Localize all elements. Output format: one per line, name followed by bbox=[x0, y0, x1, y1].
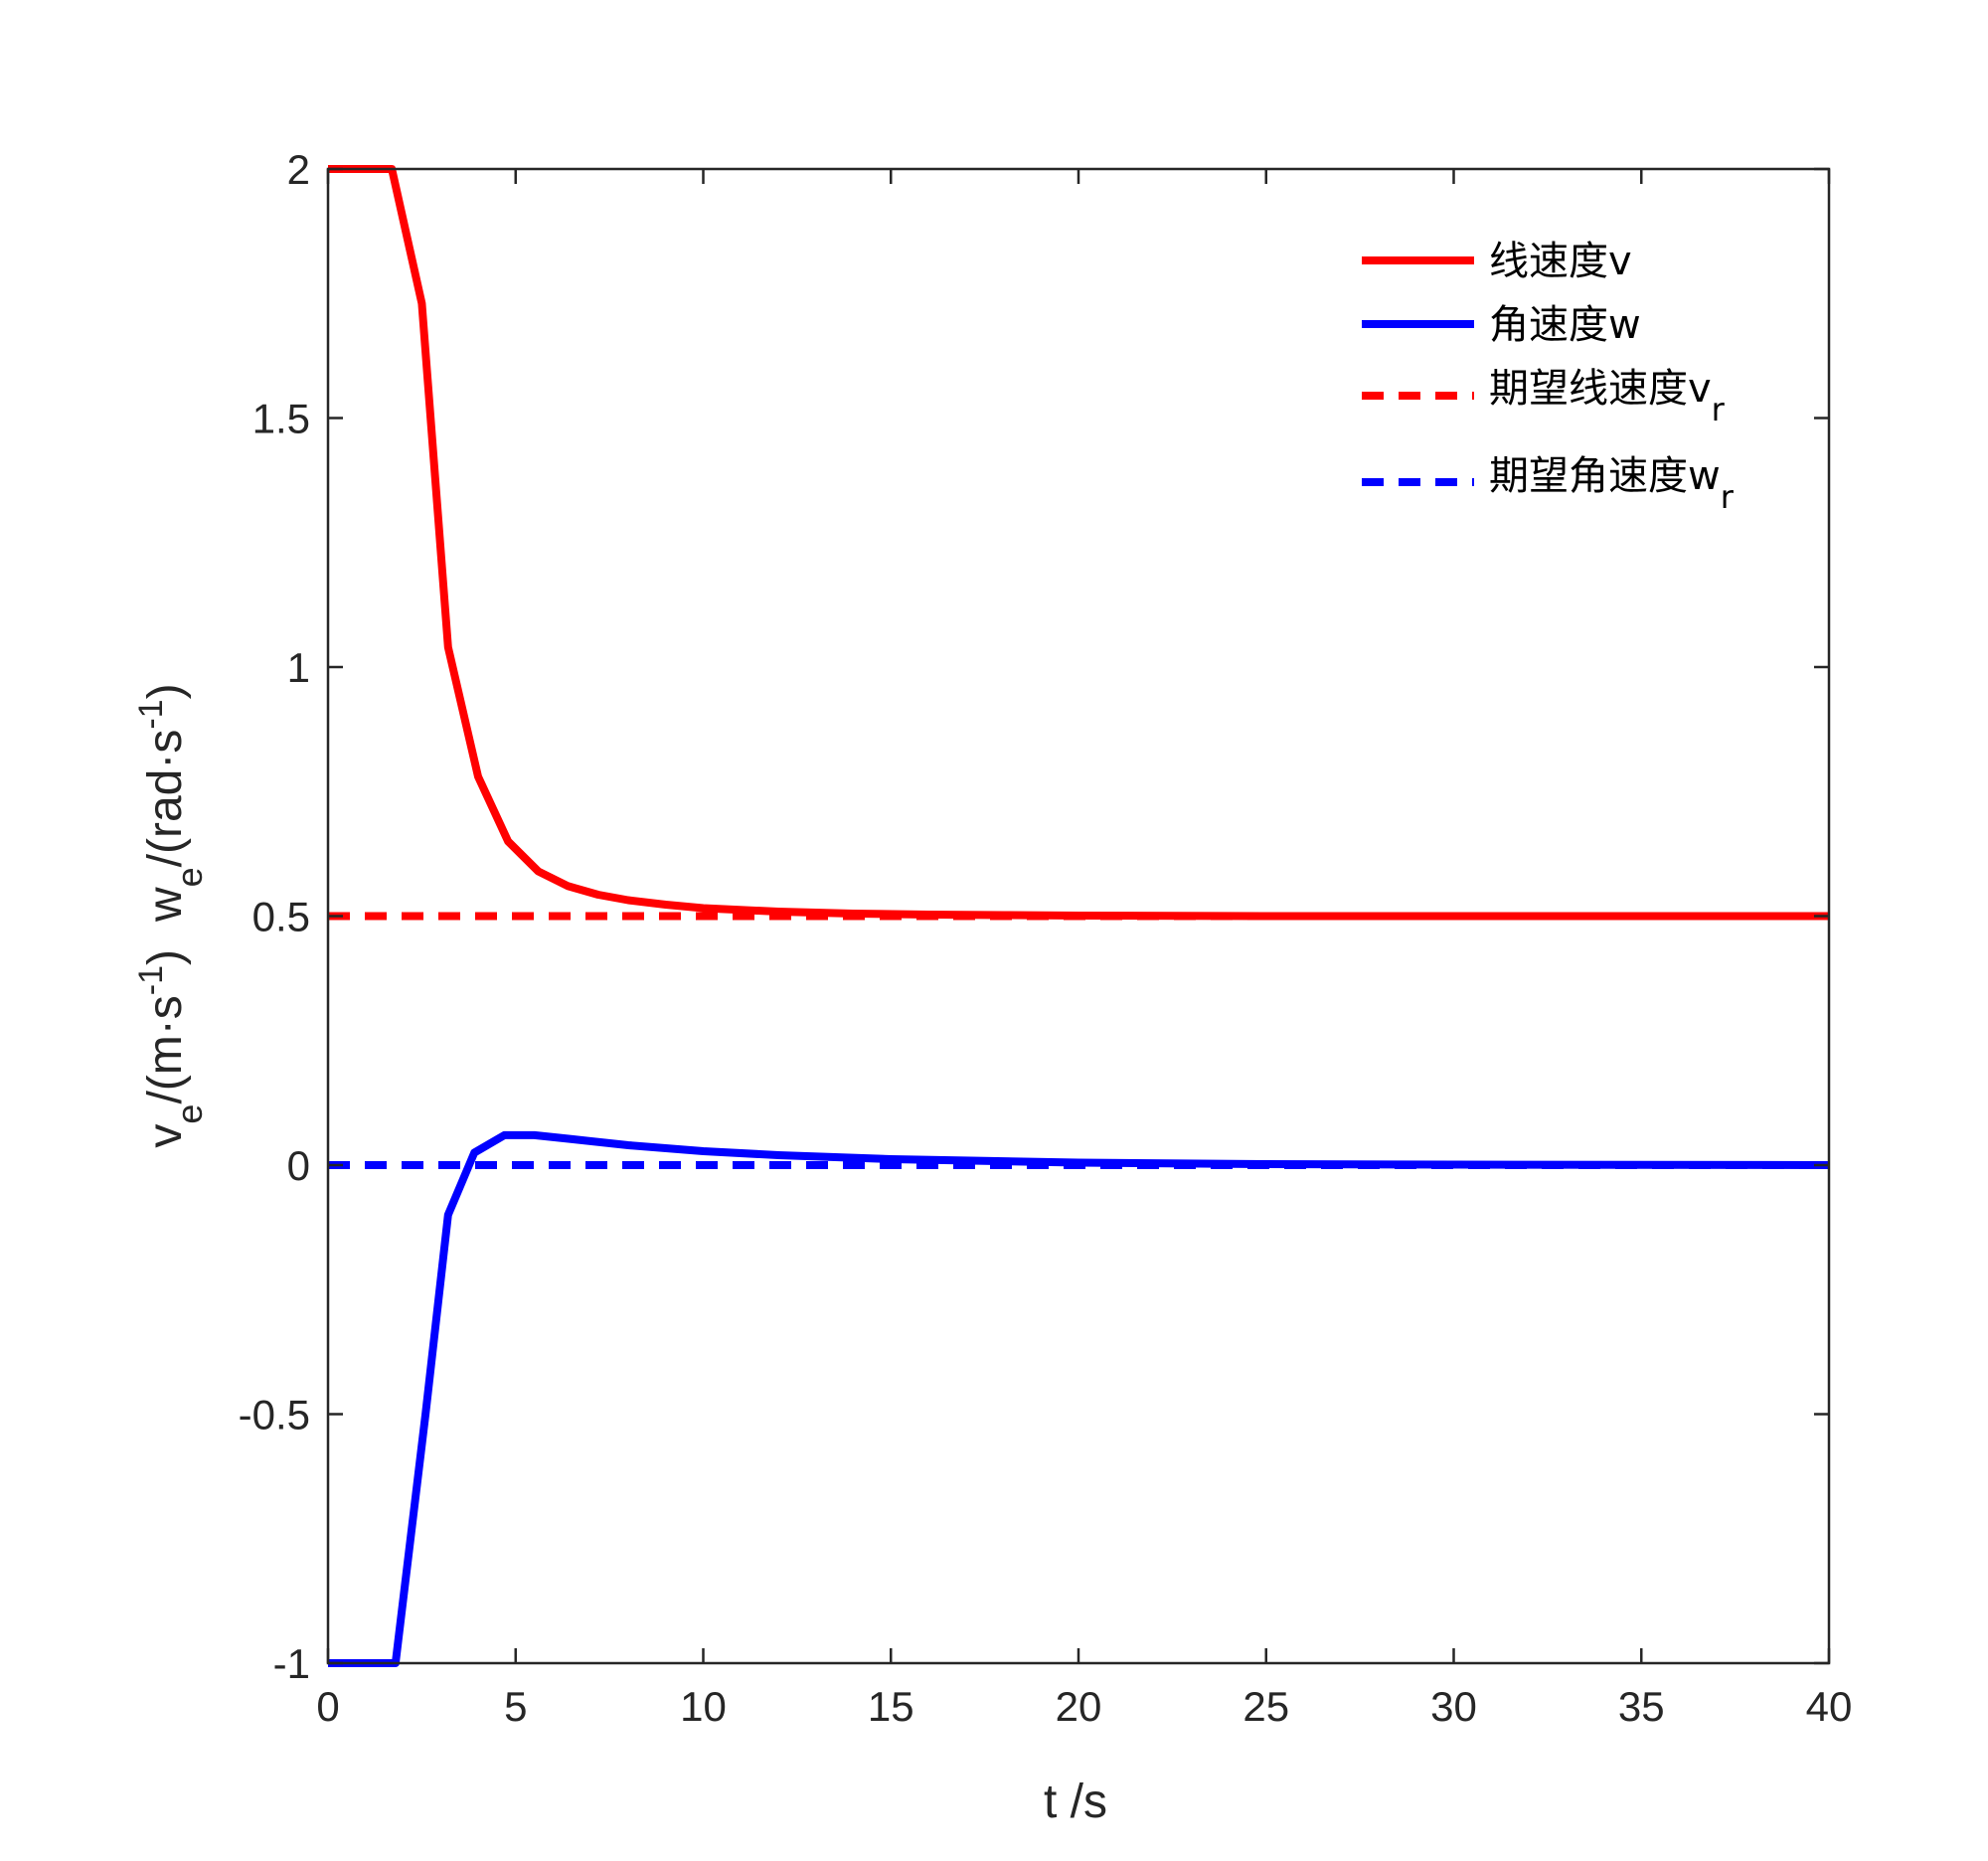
legend-label-desired-linear-velocity-main: 期望线速度v bbox=[1489, 366, 1712, 412]
y-label-v-close: ) bbox=[139, 949, 192, 965]
y-label-v: v bbox=[139, 1124, 192, 1148]
x-axis-label: t /s bbox=[1044, 1776, 1107, 1828]
legend: 线速度v 角速度w 期望线速度vr 期望角速度wr bbox=[1362, 239, 1735, 516]
legend-label-desired-linear-velocity: 期望线速度vr bbox=[1489, 366, 1726, 428]
x-tick-label: 0 bbox=[316, 1683, 339, 1730]
x-tick-label: 35 bbox=[1618, 1683, 1665, 1730]
linear-velocity-line bbox=[328, 165, 1829, 921]
y-tick-label: 0.5 bbox=[252, 894, 310, 940]
legend-label-linear-velocity: 线速度v bbox=[1489, 239, 1632, 284]
x-tick-label: 20 bbox=[1056, 1683, 1102, 1730]
ticks-layer: 0 5 10 15 20 25 30 35 40 -1 -0.5 0 0.5 1 1.5 2 bbox=[239, 146, 1853, 1730]
legend-label-desired-angular-velocity: 期望角速度wr bbox=[1489, 453, 1735, 516]
x-tick-label: 30 bbox=[1430, 1683, 1477, 1730]
x-tick-label: 40 bbox=[1806, 1683, 1853, 1730]
y-tick-label: -1 bbox=[273, 1640, 310, 1687]
y-label-w: w bbox=[139, 887, 192, 923]
y-label-w-superscript: -1 bbox=[132, 699, 170, 729]
y-tick-label: 2 bbox=[287, 146, 310, 193]
y-label-v-subscript: e bbox=[169, 1104, 210, 1124]
legend-label-desired-linear-velocity-subscript: r bbox=[1712, 391, 1726, 428]
y-tick-label: 1.5 bbox=[252, 396, 310, 442]
legend-label-desired-angular-velocity-subscript: r bbox=[1721, 478, 1735, 516]
y-axis-label: ve/(m·s-1)we/(rad·s-1) bbox=[132, 683, 210, 1147]
x-tick-label: 5 bbox=[504, 1683, 527, 1730]
y-tick-label: 1 bbox=[287, 644, 310, 691]
y-label-w-subscript: e bbox=[169, 867, 210, 887]
x-tick-label: 10 bbox=[680, 1683, 727, 1730]
series-layer bbox=[328, 165, 1830, 1667]
y-label-v-superscript: -1 bbox=[132, 965, 170, 995]
y-tick-label: 0 bbox=[287, 1142, 310, 1189]
y-label-w-close: ) bbox=[139, 683, 192, 699]
angular-velocity-line bbox=[328, 1130, 1830, 1667]
legend-label-angular-velocity: 角速度w bbox=[1489, 302, 1641, 348]
y-tick-label: -0.5 bbox=[239, 1392, 310, 1438]
y-label-w-unit: /(rad·s bbox=[139, 730, 192, 868]
legend-label-desired-angular-velocity-main: 期望角速度w bbox=[1489, 453, 1721, 499]
y-label-v-unit: /(m·s bbox=[139, 995, 192, 1103]
x-tick-label: 15 bbox=[868, 1683, 914, 1730]
x-tick-label: 25 bbox=[1242, 1683, 1289, 1730]
